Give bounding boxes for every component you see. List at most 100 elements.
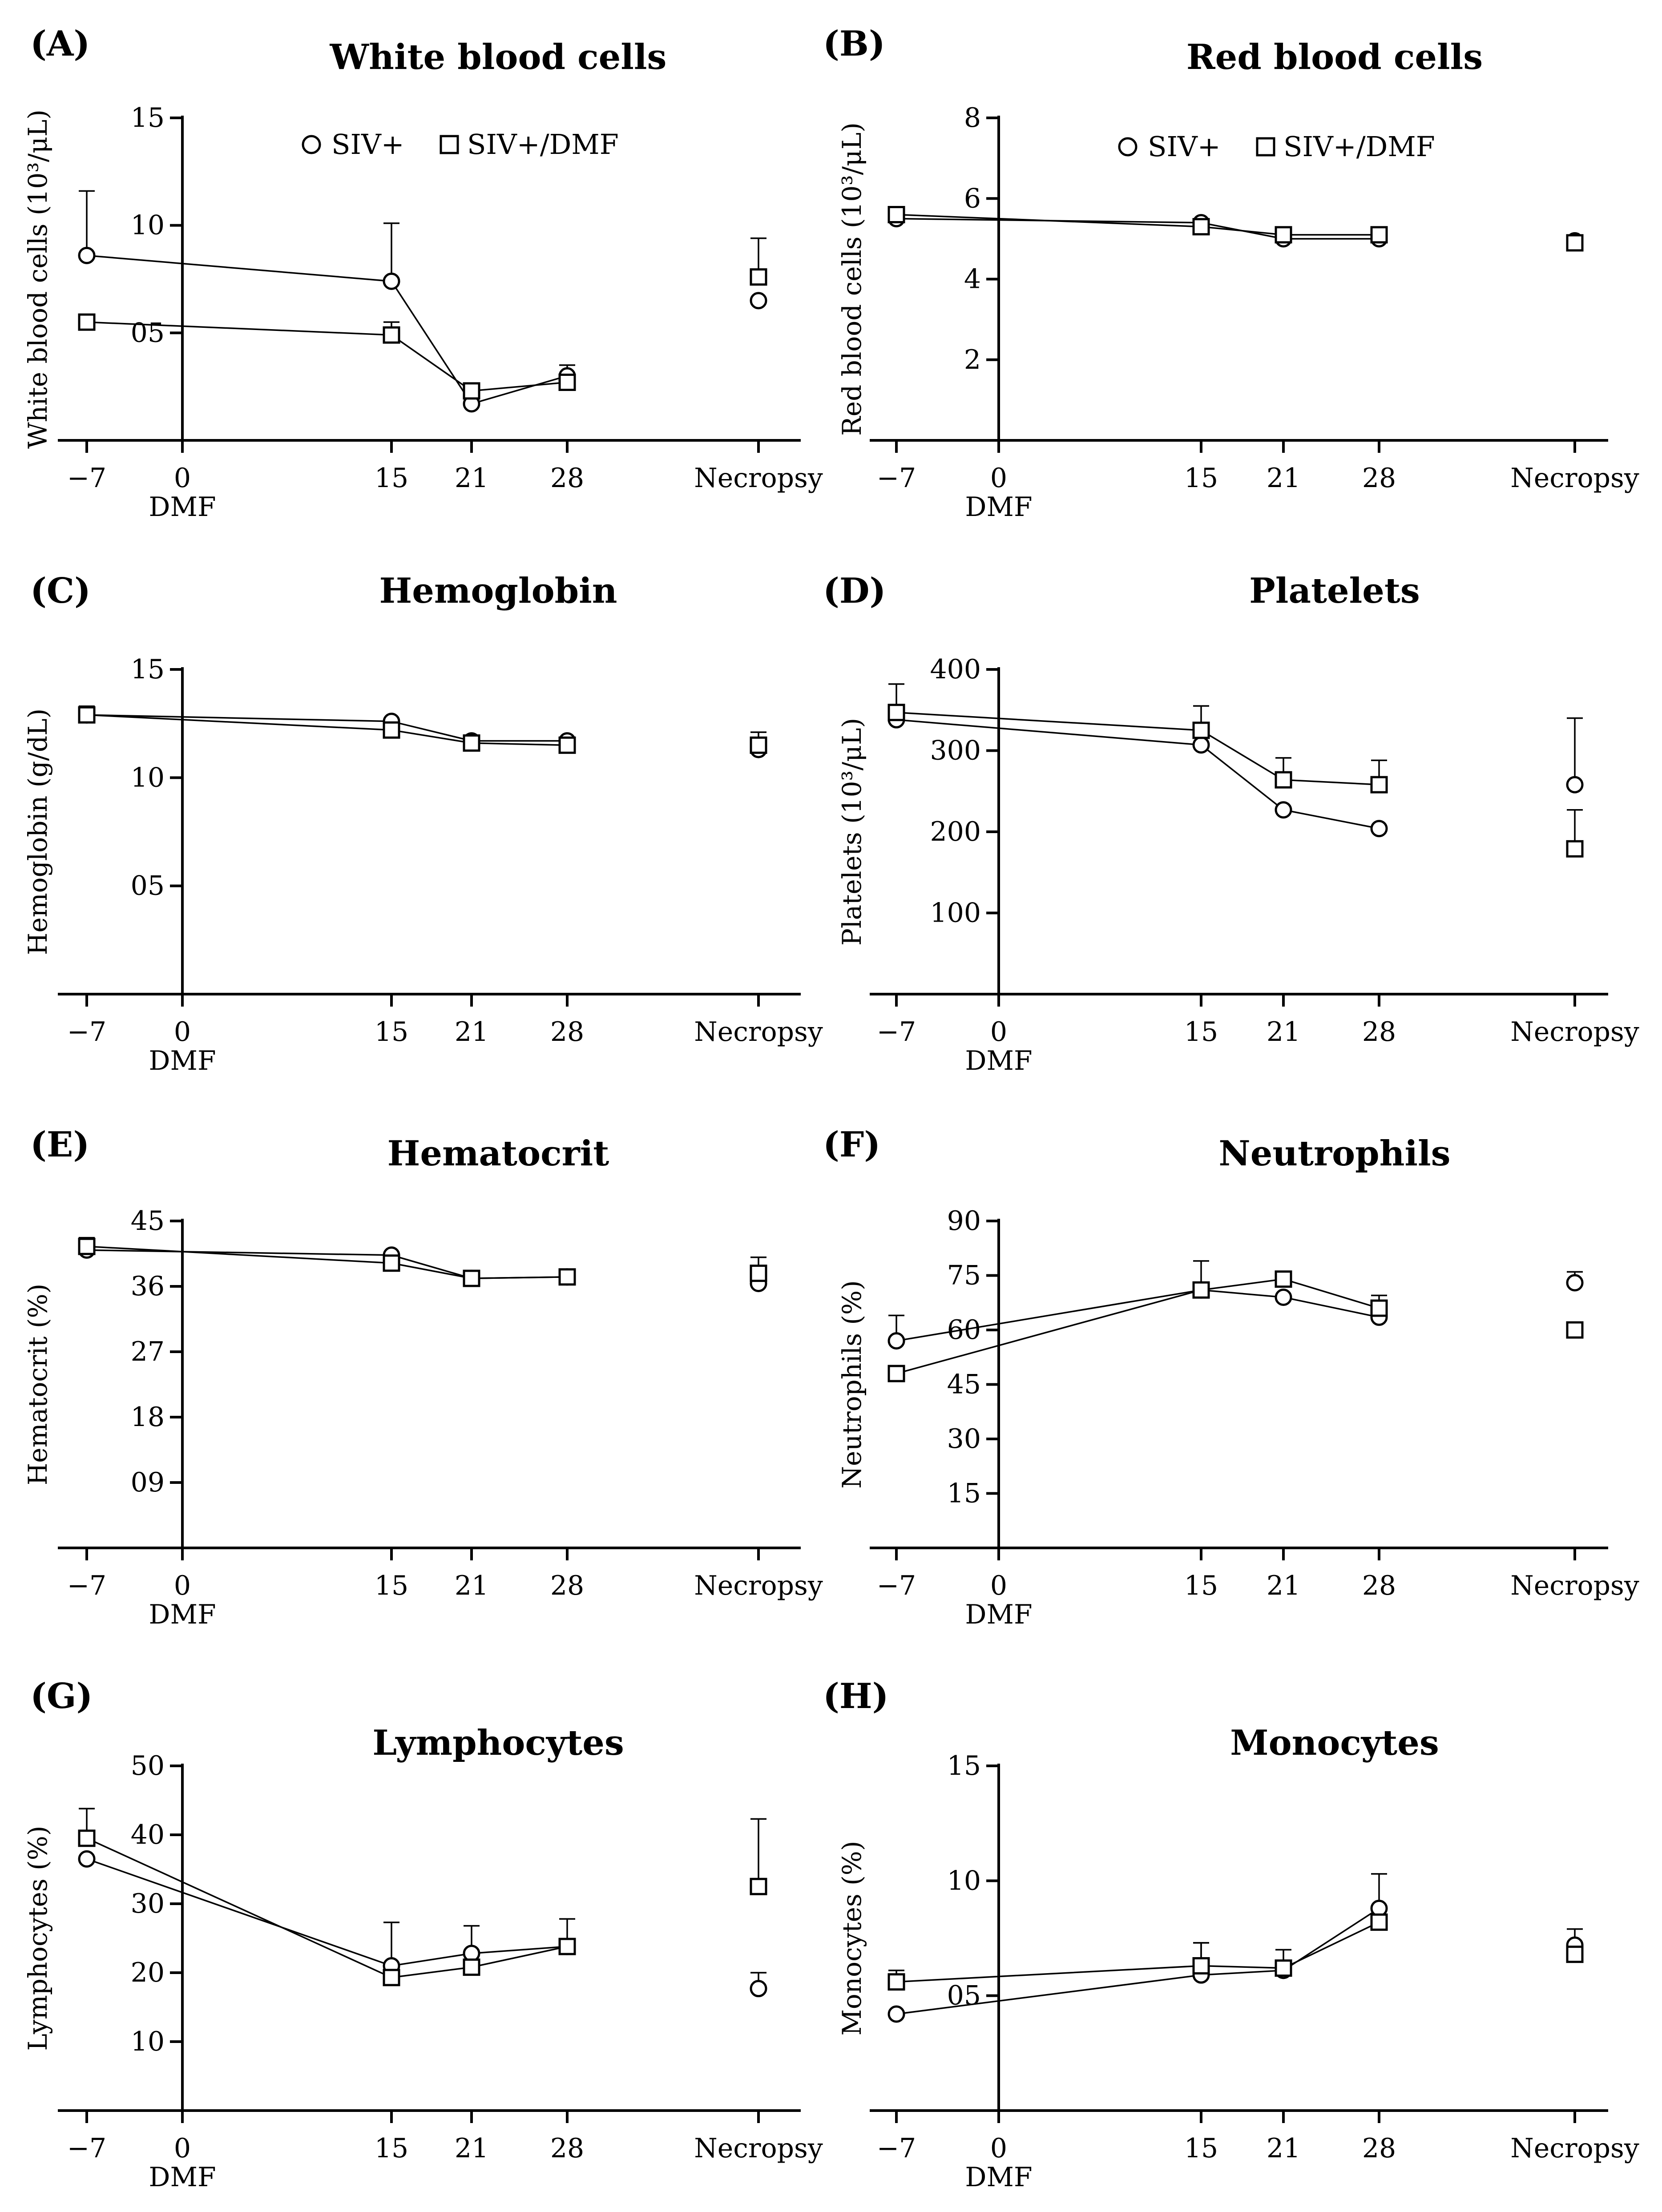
x-tick-label: −7 [877, 463, 916, 494]
panel-B: (B) Red blood cells 2 4 6 8 −7 0 15 21 28 Necropsy D… [823, 24, 1639, 523]
legend-label-siv-dmf: SIV+/DMF [467, 128, 619, 161]
x-tick-label: 15 [1184, 2133, 1218, 2164]
data-point-square [1275, 771, 1292, 789]
y-tick-label: 15 [947, 1750, 981, 1781]
data-point-circle [750, 1980, 767, 1998]
series-line [896, 1278, 1380, 1374]
y-tick-label: 09 [131, 1467, 165, 1498]
data-point-square [78, 1237, 96, 1255]
y-axis-label-E: Hematocrit (%) [23, 1284, 53, 1486]
x-tick-label: 28 [550, 1570, 584, 1601]
panel-D: (D) Platelets 100 200 300 400 −7 0 15 21 28 Necrops… [823, 571, 1639, 1076]
x-tick-label: Necropsy [694, 1570, 823, 1601]
data-point-square [463, 382, 480, 400]
data-point-square [1566, 234, 1584, 252]
legend-square-marker [1256, 137, 1275, 157]
data-point-square [558, 1268, 576, 1286]
data-point-square [558, 736, 576, 754]
data-point-square [1192, 1281, 1210, 1299]
x-tick-label: −7 [877, 1570, 916, 1601]
series-siv-dmf [887, 683, 1584, 858]
data-point-square [1192, 721, 1210, 739]
series-line [86, 1858, 568, 1967]
data-point-square [1275, 1270, 1292, 1288]
series-siv [887, 1873, 1584, 2023]
data-point-square [1275, 1959, 1292, 1977]
y-tick-label: 200 [930, 816, 981, 847]
x-tick-label: 15 [1184, 1570, 1218, 1601]
x-tick-label: 0 [174, 2133, 191, 2164]
y-tick-label: 75 [947, 1260, 981, 1291]
data-point-square [78, 706, 96, 724]
panel-G: (G) Lymphocytes 10 20 30 40 50 −7 0 15 21 28 Necrops… [23, 1676, 823, 2193]
x-tick-label: 0 [174, 463, 191, 494]
x-tick-label: 0 [990, 1570, 1007, 1601]
y-tick-label: 2 [964, 344, 981, 375]
y-tick-label: 36 [131, 1271, 165, 1302]
x-tick-label: 21 [455, 463, 488, 494]
y-tick-label: 15 [131, 654, 165, 685]
data-point-square [78, 1829, 96, 1847]
data-point-circle [1192, 736, 1210, 754]
data-point-square [463, 1269, 480, 1287]
data-point-square [1370, 1913, 1388, 1931]
y-tick-label: 05 [131, 870, 165, 902]
series-line [86, 1245, 568, 1279]
y-tick-label: 90 [947, 1205, 981, 1237]
panel-label-H: (H) [823, 1676, 889, 1716]
x-tick-label: 0 [990, 1016, 1007, 1048]
y-tick-label: 6 [964, 183, 981, 214]
panel-label-F: (F) [823, 1124, 880, 1165]
data-point-square [463, 734, 480, 752]
series-siv-dmf [78, 1237, 767, 1287]
legend-circle-marker [302, 135, 321, 154]
panel-label-E: (E) [30, 1124, 89, 1165]
y-tick-label: 45 [947, 1369, 981, 1400]
data-point-circle [78, 246, 96, 264]
y-tick-label: 15 [947, 1478, 981, 1509]
y-axis-label-F: Neutrophils (%) [837, 1280, 867, 1489]
data-point-circle [1566, 1274, 1584, 1292]
panel-label-C: (C) [30, 571, 91, 611]
data-point-circle [750, 292, 767, 310]
x-tick-label: Necropsy [1510, 2133, 1639, 2164]
data-point-circle [1275, 801, 1292, 819]
y-tick-label: 30 [131, 1888, 165, 1919]
y-axis-label-C: Hemoglobin (g/dL) [23, 709, 53, 955]
x-tick-label: −7 [67, 2133, 106, 2164]
x-tick-label: Necropsy [694, 1016, 823, 1048]
data-point-square [887, 1365, 905, 1382]
y-tick-label: 15 [131, 102, 165, 133]
y-tick-label: 45 [131, 1205, 165, 1237]
series-siv [78, 190, 767, 413]
x-tick-label: 21 [455, 2133, 488, 2164]
x-tick-label: 0 [990, 2133, 1007, 2164]
x-tick-label: 15 [1184, 1016, 1218, 1048]
data-point-square [750, 736, 767, 754]
panel-label-B: (B) [823, 24, 885, 64]
x-tick-label: 0 [174, 1016, 191, 1048]
x-tick-label: −7 [877, 1016, 916, 1048]
data-point-circle [887, 2005, 905, 2023]
x-tick-label: 15 [1184, 463, 1218, 494]
series-siv-dmf [78, 705, 767, 754]
chart-title-D: Platelets [1249, 571, 1420, 611]
legend-A: SIV+ SIV+/DMF [302, 128, 619, 161]
x-sublabel-dmf: DMF [965, 1045, 1032, 1076]
panel-E: (E) Hematocrit 09 18 27 36 45 −7 0 15 21 28 Necropsy… [23, 1124, 823, 1630]
series-line [86, 254, 568, 405]
x-tick-label: 28 [550, 1016, 584, 1048]
panel-A: (A) White blood cells 05 10 15 −7 0 15 21 28 Necro… [23, 24, 823, 523]
chart-title-C: Hemoglobin [379, 571, 617, 611]
x-tick-label: 21 [1267, 2133, 1300, 2164]
series-line [896, 719, 1380, 830]
data-point-circle [1566, 776, 1584, 794]
data-point-square [1370, 1299, 1388, 1317]
series-siv [887, 711, 1584, 838]
y-tick-label: 100 [930, 898, 981, 929]
x-tick-label: 28 [550, 463, 584, 494]
x-tick-label: 21 [455, 1016, 488, 1048]
x-tick-label: 21 [1267, 463, 1300, 494]
panel-label-A: (A) [30, 24, 90, 64]
